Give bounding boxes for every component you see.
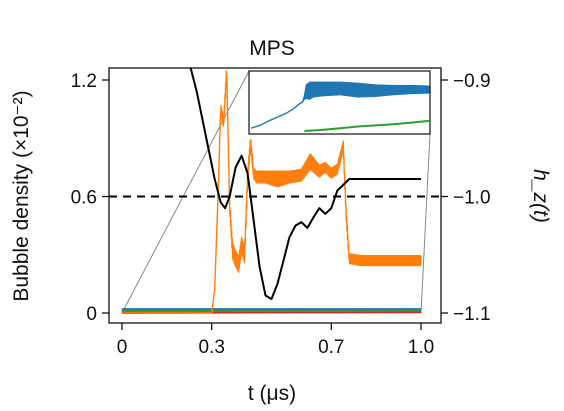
zoom-line	[420, 133, 431, 314]
x-axis-title: t (μs)	[248, 382, 296, 405]
inset-series-line	[304, 119, 430, 132]
plot-area	[109, 68, 441, 314]
y-tick-label: 1.2	[71, 71, 97, 92]
y-axis-title: Bubble density (×10⁻²)	[10, 90, 33, 301]
x-tick-label: 0	[117, 337, 128, 358]
x-tick-label: 1.0	[408, 337, 434, 358]
axis-ticks: 0 0.3 0.7 1.0 0 0.6 1.2 −1.1 −1.0 −0.9	[71, 71, 491, 358]
x-tick-label: 0.7	[318, 337, 344, 358]
y-tick-label: 0.6	[71, 188, 97, 209]
y-right-axis-title: h_z(t)	[529, 169, 552, 223]
y-right-tick-label: −1.0	[453, 188, 491, 209]
inset-background	[249, 71, 430, 134]
series-line	[121, 70, 422, 314]
y-right-tick-label: −1.1	[453, 304, 491, 325]
x-tick-label: 0.3	[198, 337, 224, 358]
chart-title: MPS	[249, 37, 295, 60]
inset-frame	[248, 70, 431, 135]
y-right-tick-label: −0.9	[453, 71, 491, 92]
y-tick-label: 0	[86, 304, 97, 325]
inset-series-line	[251, 81, 430, 129]
series-line	[188, 68, 421, 301]
inset-plot-area	[251, 81, 430, 132]
